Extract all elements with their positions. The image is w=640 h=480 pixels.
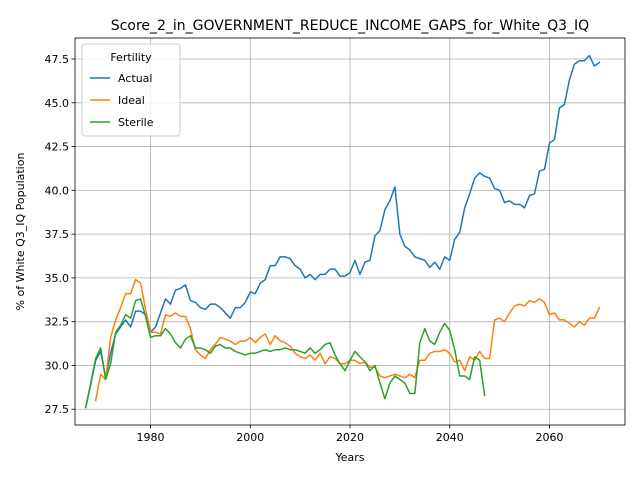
x-tick-label: 2040 xyxy=(436,431,464,444)
series-layer xyxy=(84,54,601,409)
series-line-actual xyxy=(84,54,601,409)
legend-box xyxy=(81,43,181,137)
series-line-ideal xyxy=(94,278,601,402)
y-tick-label: 47.5 xyxy=(45,53,70,66)
y-tick-label: 40.0 xyxy=(45,184,70,197)
legend-title: Fertility xyxy=(110,51,152,64)
y-axis-label: % of White Q3_IQ Population xyxy=(14,153,27,311)
legend-label-actual: Actual xyxy=(118,72,152,85)
x-tick-label: 1980 xyxy=(137,431,165,444)
y-tick-label: 27.5 xyxy=(45,403,70,416)
y-tick-label: 45.0 xyxy=(45,97,70,110)
x-tick-label: 2020 xyxy=(336,431,364,444)
legend: Fertility Actual Ideal Sterile xyxy=(81,43,181,137)
y-tick-label: 30.0 xyxy=(45,359,70,372)
y-tick-label: 35.0 xyxy=(45,272,70,285)
tick-layer: 1980 2000 2020 2040 2060 27.5 30.0 32.5 35.0 37.5… xyxy=(45,53,564,444)
legend-label-ideal: Ideal xyxy=(118,94,145,107)
legend-label-sterile: Sterile xyxy=(118,116,154,129)
chart-title: Score_2_in_GOVERNMENT_REDUCE_INCOME_GAPS… xyxy=(111,18,589,34)
series-line-sterile xyxy=(84,298,486,409)
x-tick-label: 2060 xyxy=(535,431,563,444)
grid-layer xyxy=(75,38,625,425)
y-tick-label: 42.5 xyxy=(45,141,70,154)
y-tick-label: 32.5 xyxy=(45,316,70,329)
x-tick-label: 2000 xyxy=(236,431,264,444)
y-tick-label: 37.5 xyxy=(45,228,70,241)
x-axis-label: Years xyxy=(334,451,364,464)
